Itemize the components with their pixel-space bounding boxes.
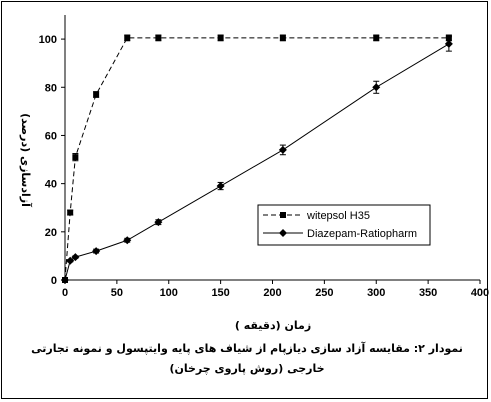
data-point xyxy=(67,209,74,216)
legend: witepsol H35 Diazepam-Ratiopharm xyxy=(257,204,431,246)
y-tick-label: 80 xyxy=(45,82,57,94)
x-tick-label: 350 xyxy=(419,287,437,299)
x-tick-label: 250 xyxy=(315,287,333,299)
caption-line-1: نمودار ۲: مقایسه آزاد سازی دیازپام از شی… xyxy=(31,341,463,355)
data-point xyxy=(72,154,79,161)
data-point xyxy=(279,34,286,41)
legend-label-diazepam: Diazepam-Ratiopharm xyxy=(307,228,417,240)
x-tick-label: 0 xyxy=(62,287,68,299)
x-tick-label: 200 xyxy=(263,287,281,299)
data-point xyxy=(61,276,69,284)
y-axis-title: آزادسازی (درصد) xyxy=(19,113,33,207)
data-point xyxy=(71,253,80,262)
data-point xyxy=(373,34,380,41)
data-point xyxy=(444,39,453,48)
data-point xyxy=(278,145,287,154)
series-line xyxy=(64,37,449,281)
data-point xyxy=(123,236,132,245)
y-tick-label: 40 xyxy=(45,179,57,191)
data-point xyxy=(155,34,162,41)
x-tick-label: 300 xyxy=(367,287,385,299)
y-tick-label: 0 xyxy=(51,275,57,287)
data-point xyxy=(92,247,101,256)
data-point xyxy=(124,34,131,41)
legend-marker-witepsol xyxy=(280,212,286,218)
series-diazepam xyxy=(61,36,453,284)
x-axis-title: زمان (دقیقه ) xyxy=(235,319,311,332)
data-point xyxy=(216,182,225,191)
series-line xyxy=(64,43,450,281)
legend-box xyxy=(257,204,431,246)
data-point xyxy=(93,91,100,98)
caption-line-2: خارجی (روش پاروی چرخان) xyxy=(169,362,324,375)
x-tick-label: 150 xyxy=(211,287,229,299)
data-point xyxy=(66,256,75,265)
legend-label-witepsol: witepsol H35 xyxy=(306,210,370,222)
y-tick-label: 20 xyxy=(45,227,57,239)
data-point xyxy=(217,34,224,41)
y-tick-label: 100 xyxy=(39,34,57,46)
series-witepsol xyxy=(62,34,452,283)
axis-ticks: 0 50 100 150 200 250 300 350 400 0 20 40 60 80 100 xyxy=(39,34,490,299)
x-tick-label: 100 xyxy=(160,287,178,299)
data-point xyxy=(154,218,163,227)
series-layer xyxy=(61,34,453,284)
x-tick-label: 400 xyxy=(471,287,489,299)
x-tick-label: 50 xyxy=(111,287,123,299)
legend-marker-diazepam xyxy=(279,229,287,237)
y-tick-label: 60 xyxy=(45,130,57,142)
data-point xyxy=(372,83,381,92)
